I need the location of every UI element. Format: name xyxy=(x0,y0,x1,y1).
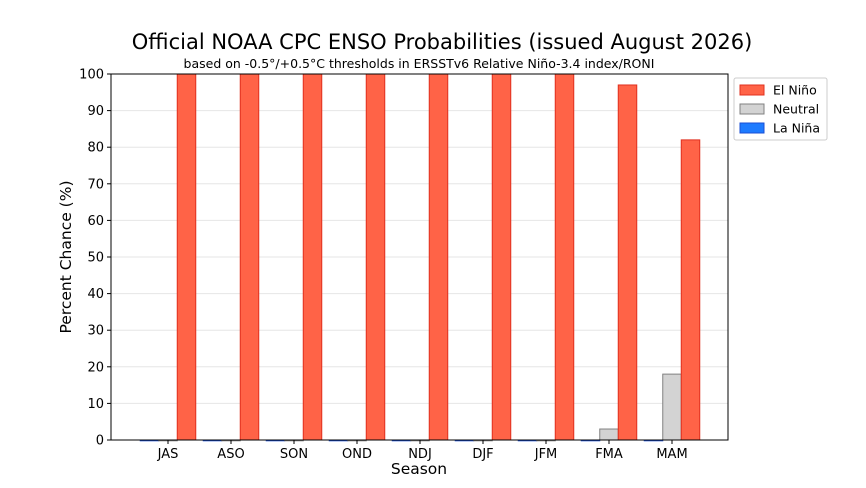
bar-el-ni-o-son xyxy=(302,73,323,441)
y-tick-label: 60 xyxy=(87,214,104,229)
y-tick-label: 80 xyxy=(87,141,104,156)
chart-subtitle: based on -0.5°/+0.5°C thresholds in ERSS… xyxy=(184,56,655,71)
bar-neutral-mam xyxy=(662,373,682,441)
x-tick-label: SON xyxy=(280,447,308,462)
y-tick-label: 100 xyxy=(79,68,104,83)
y-tick-label: 50 xyxy=(87,251,104,266)
x-axis: JAS ASO SON OND NDJ DJF JFM FMA MAM xyxy=(157,440,688,462)
legend-swatch xyxy=(739,84,765,96)
y-tick-label: 30 xyxy=(87,324,104,339)
legend-swatch xyxy=(739,122,765,134)
bar-el-ni-o-jfm xyxy=(554,73,575,441)
bar-el-ni-o-djf xyxy=(491,73,512,441)
y-tick-label: 20 xyxy=(87,360,104,375)
legend-entry-label: Neutral xyxy=(773,102,819,117)
x-tick-label: OND xyxy=(342,447,372,462)
x-tick-label: JAS xyxy=(157,447,179,462)
x-axis-label: Season xyxy=(391,460,447,478)
x-tick-label: JFM xyxy=(534,447,558,462)
y-tick-label: 10 xyxy=(87,397,104,412)
legend-swatch xyxy=(739,103,765,115)
plot-frame xyxy=(110,73,729,441)
x-tick-label: FMA xyxy=(595,447,623,462)
chart-title: Official NOAA CPC ENSO Probabilities (is… xyxy=(132,30,753,54)
bar-el-ni-o-aso xyxy=(239,73,260,441)
bars xyxy=(139,73,701,442)
x-tick-label: MAM xyxy=(656,447,687,462)
y-axis-label: Percent Chance (%) xyxy=(57,180,75,333)
bar-el-ni-o-ond xyxy=(365,73,386,441)
bar-el-ni-o-fma xyxy=(617,84,638,441)
y-axis: 0 10 20 30 40 50 60 70 80 90 100 xyxy=(79,68,111,449)
y-tick-label: 70 xyxy=(87,177,104,192)
x-tick-label: DJF xyxy=(472,447,493,462)
x-tick-label: NDJ xyxy=(408,447,432,462)
legend-entry-label: El Niño xyxy=(773,83,817,98)
legend-entry-label: La Niña xyxy=(773,121,820,136)
y-tick-label: 40 xyxy=(87,287,104,302)
bar-el-ni-o-mam xyxy=(680,139,701,441)
bar-el-ni-o-ndj xyxy=(428,73,449,441)
y-tick-label: 90 xyxy=(87,104,104,119)
bar-el-ni-o-jas xyxy=(176,73,197,441)
bar-neutral-fma xyxy=(599,428,619,441)
x-tick-label: ASO xyxy=(217,447,244,462)
legend: El Niño Neutral La Niña xyxy=(733,77,828,141)
y-tick-label: 0 xyxy=(96,434,104,449)
